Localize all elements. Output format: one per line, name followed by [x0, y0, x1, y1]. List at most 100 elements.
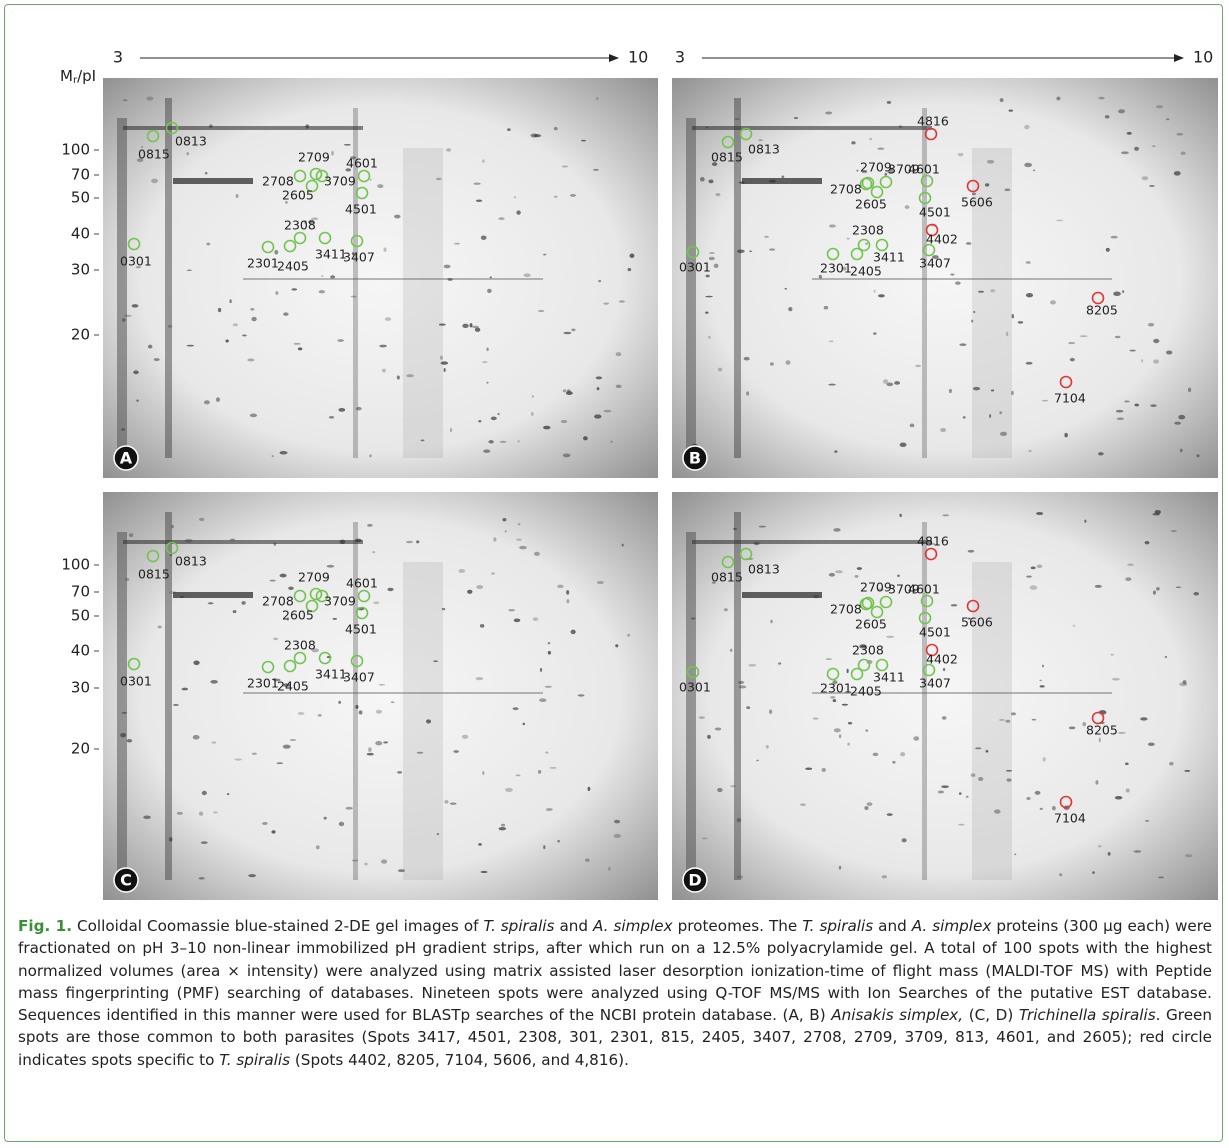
- gel-dot: [184, 538, 193, 543]
- gel-dot: [985, 749, 989, 753]
- gel-dot: [813, 594, 819, 599]
- gel-dot: [937, 790, 945, 794]
- gel-dot: [232, 610, 237, 614]
- gel-dot: [441, 607, 446, 611]
- gel-streak: [686, 118, 696, 458]
- spot-label: 3411: [315, 247, 347, 262]
- gel-dot: [482, 159, 485, 163]
- gel-dot: [436, 833, 440, 835]
- gel-dot: [1154, 510, 1161, 515]
- gel-dot: [513, 618, 521, 623]
- gel-dot: [508, 608, 515, 612]
- gel-panel: C 0815 0813 2709 2708 3709 4601 2605 4501 2308 230…: [103, 492, 658, 900]
- gel-dot: [454, 242, 460, 245]
- gel-dot: [303, 220, 308, 224]
- gel-dot: [446, 148, 452, 152]
- gel-dot: [420, 439, 425, 442]
- gel-dot: [1120, 151, 1129, 155]
- gel-dot: [230, 538, 235, 541]
- gel-dot: [1050, 300, 1056, 305]
- spot-circle: [721, 555, 735, 569]
- gel-dot: [345, 168, 352, 172]
- gel-dot: [711, 162, 718, 167]
- gel-dot: [978, 777, 984, 782]
- gel-dot: [523, 273, 531, 278]
- gel-dot: [136, 399, 139, 402]
- gel-dot: [250, 307, 255, 311]
- gel-dot: [273, 542, 277, 546]
- gel-dot: [476, 585, 484, 590]
- spot-label: 3709: [888, 582, 920, 597]
- caption-italic: Trichinella spiralis: [1018, 1006, 1156, 1025]
- gel-dot: [913, 736, 920, 741]
- gel-dot: [999, 98, 1004, 103]
- spot-label: 0301: [679, 260, 711, 275]
- gel-dot: [1153, 338, 1160, 344]
- spot-circle: [850, 247, 864, 261]
- gel-dot: [732, 527, 738, 530]
- gel-dot: [973, 310, 976, 313]
- spot-circle: [305, 599, 319, 613]
- gel-dot: [598, 280, 602, 283]
- spot-circle: [318, 651, 332, 665]
- gel-dot: [120, 732, 127, 738]
- gel-dot: [833, 728, 841, 733]
- gel-dot: [135, 266, 142, 269]
- caption-text: . Green spots are those common to both p…: [18, 1006, 1213, 1069]
- gel-dot: [1174, 421, 1181, 425]
- gel-dot: [715, 193, 721, 197]
- gel-dot: [932, 255, 939, 259]
- gel-dot: [730, 785, 736, 788]
- gel-dot: [271, 455, 274, 458]
- gel-dot: [507, 128, 511, 132]
- gel-dot: [209, 124, 213, 128]
- gel-dot: [986, 159, 995, 164]
- gel-dot: [1095, 780, 1099, 785]
- gel-dot: [866, 802, 873, 806]
- gel-dot: [1141, 176, 1149, 181]
- spot-circle: [315, 169, 329, 183]
- gel-dot: [577, 694, 585, 697]
- gel-dot: [1084, 519, 1087, 523]
- gel-dot: [705, 295, 713, 298]
- spot-label: 0815: [138, 147, 170, 162]
- gel-dot: [977, 290, 985, 293]
- gel-dot: [965, 795, 969, 798]
- gel-dot: [549, 766, 557, 769]
- gel-dot: [545, 808, 553, 811]
- gel-dot: [475, 677, 484, 681]
- gel-dot: [121, 428, 125, 431]
- spot-label: 2301: [247, 256, 279, 271]
- gel-dot: [812, 717, 819, 720]
- spot-label: 2708: [830, 182, 862, 197]
- caption-text: (C, D): [963, 1006, 1019, 1025]
- spot-label: 3407: [343, 670, 375, 685]
- gel-dot: [758, 139, 763, 142]
- gel-dot: [1133, 850, 1142, 853]
- spot-label: 3407: [919, 676, 951, 691]
- gel-dot: [958, 823, 965, 826]
- gel-dot: [1039, 685, 1045, 688]
- gel-dot: [147, 344, 153, 349]
- gel-streak: [734, 98, 741, 458]
- spot-label: 4402: [926, 232, 958, 247]
- spot-label: 0815: [138, 567, 170, 582]
- gel-dot: [273, 637, 279, 641]
- gel-dot: [186, 344, 195, 347]
- gel-dot: [1000, 431, 1008, 437]
- gel-dot: [596, 387, 600, 391]
- spot-circle: [924, 547, 938, 561]
- gel-dot: [489, 276, 492, 279]
- gel-dot: [491, 572, 495, 575]
- gel-dot: [502, 518, 507, 522]
- gel-dot: [247, 358, 255, 362]
- gel-dot: [203, 400, 210, 405]
- gel-dot: [941, 716, 947, 720]
- gel-dot: [1182, 680, 1187, 685]
- spot-label: 2301: [247, 676, 279, 691]
- gel-dot: [1115, 409, 1124, 413]
- spot-label: 2708: [262, 594, 294, 609]
- panel-badge: [113, 867, 139, 893]
- gel-dot: [955, 281, 961, 285]
